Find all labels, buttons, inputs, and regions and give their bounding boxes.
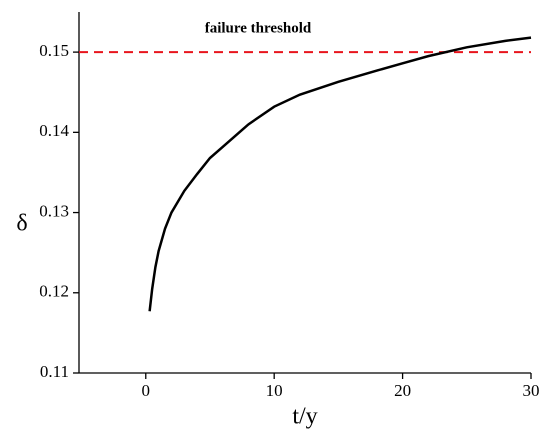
y-tick-label: 0.14 — [39, 121, 69, 140]
data-line — [148, 36, 532, 312]
y-tick-label: 0.12 — [39, 282, 69, 301]
y-tick-label: 0.11 — [40, 362, 69, 381]
x-tick-label: 20 — [394, 381, 411, 400]
x-tick-label: 10 — [266, 381, 283, 400]
x-tick-label: 0 — [142, 381, 151, 400]
x-tick-label: 30 — [523, 381, 540, 400]
y-axis-label: δ — [16, 211, 27, 237]
annotation: failure threshold — [205, 20, 312, 36]
x-axis-label: t/y — [292, 404, 317, 430]
y-tick-label: 0.15 — [39, 41, 69, 60]
y-tick-label: 0.13 — [39, 201, 69, 220]
